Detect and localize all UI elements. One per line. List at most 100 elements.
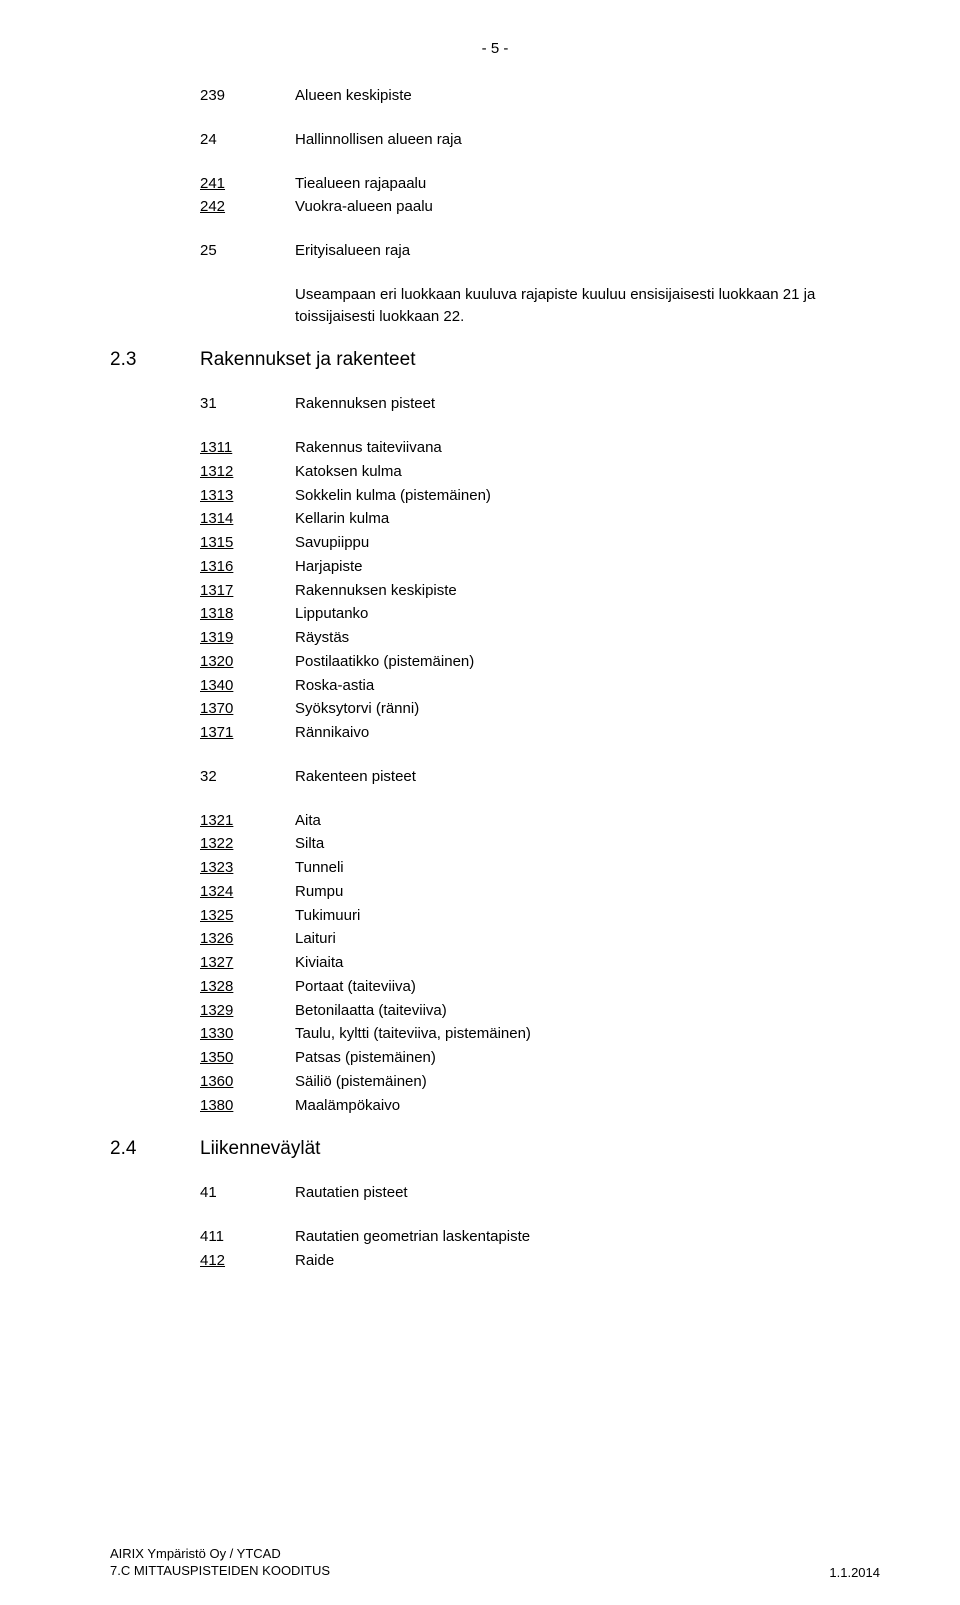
list-item: 1315Savupiippu bbox=[200, 532, 880, 554]
list-item: 1328Portaat (taiteviiva) bbox=[200, 976, 880, 998]
item-label: Rautatien geometrian laskentapiste bbox=[295, 1226, 530, 1248]
item-label: Savupiippu bbox=[295, 532, 369, 554]
list-item: 241Tiealueen rajapaalu bbox=[200, 173, 880, 195]
item-code: 1319 bbox=[200, 627, 295, 649]
list-item: 32 Rakenteen pisteet bbox=[200, 766, 880, 788]
paragraph-note: Useampaan eri luokkaan kuuluva rajapiste… bbox=[295, 284, 880, 328]
item-label: Harjapiste bbox=[295, 556, 363, 578]
list-item: 1326Laituri bbox=[200, 928, 880, 950]
list-item: 412Raide bbox=[200, 1250, 880, 1272]
section-2-4-heading: 2.4 Liikenneväylät bbox=[110, 1138, 880, 1160]
item-label: Kiviaita bbox=[295, 952, 343, 974]
item-label: Rännikaivo bbox=[295, 722, 369, 744]
item-code: 32 bbox=[200, 766, 295, 788]
item-code: 1317 bbox=[200, 580, 295, 602]
list-item: 1313Sokkelin kulma (pistemäinen) bbox=[200, 485, 880, 507]
list-32: 1321Aita1322Silta1323Tunneli1324Rumpu132… bbox=[110, 810, 880, 1117]
page-number: - 5 - bbox=[110, 40, 880, 57]
list-31: 1311Rakennus taiteviivana1312Katoksen ku… bbox=[110, 437, 880, 744]
page-footer: AIRIX Ympäristö Oy / YTCAD 7.C MITTAUSPI… bbox=[110, 1546, 880, 1580]
list-item: 1350Patsas (pistemäinen) bbox=[200, 1047, 880, 1069]
item-code: 1312 bbox=[200, 461, 295, 483]
document-page: - 5 - 239Alueen keskipiste 24Hallinnolli… bbox=[0, 0, 960, 1605]
footer-line-1: AIRIX Ympäristö Oy / YTCAD bbox=[110, 1546, 330, 1563]
item-code: 1330 bbox=[200, 1023, 295, 1045]
list-item: 1329Betonilaatta (taiteviiva) bbox=[200, 1000, 880, 1022]
list-item: 1320Postilaatikko (pistemäinen) bbox=[200, 651, 880, 673]
item-code: 1360 bbox=[200, 1071, 295, 1093]
item-label: Betonilaatta (taiteviiva) bbox=[295, 1000, 447, 1022]
item-code: 1318 bbox=[200, 603, 295, 625]
list-item: 411Rautatien geometrian laskentapiste bbox=[200, 1226, 880, 1248]
group-25: 25Erityisalueen raja bbox=[110, 240, 880, 262]
item-label: Kellarin kulma bbox=[295, 508, 389, 530]
list-item: 1330Taulu, kyltti (taiteviiva, pistemäin… bbox=[200, 1023, 880, 1045]
item-code: 1380 bbox=[200, 1095, 295, 1117]
item-label: Postilaatikko (pistemäinen) bbox=[295, 651, 474, 673]
section-title: Rakennukset ja rakenteet bbox=[200, 349, 415, 371]
item-code: 1340 bbox=[200, 675, 295, 697]
list-item: 1327Kiviaita bbox=[200, 952, 880, 974]
item-code: 1325 bbox=[200, 905, 295, 927]
item-label: Patsas (pistemäinen) bbox=[295, 1047, 436, 1069]
item-code: 1313 bbox=[200, 485, 295, 507]
item-code: 25 bbox=[200, 240, 295, 262]
item-label: Räystäs bbox=[295, 627, 349, 649]
item-label: Rakennuksen keskipiste bbox=[295, 580, 457, 602]
item-code: 242 bbox=[200, 196, 295, 218]
item-label: Rakennuksen pisteet bbox=[295, 393, 435, 415]
item-code: 1314 bbox=[200, 508, 295, 530]
subhead-31: 31 Rakennuksen pisteet bbox=[110, 393, 880, 415]
item-label: Sokkelin kulma (pistemäinen) bbox=[295, 485, 491, 507]
item-code: 1371 bbox=[200, 722, 295, 744]
group-239: 239Alueen keskipiste bbox=[110, 85, 880, 107]
list-item: 1325Tukimuuri bbox=[200, 905, 880, 927]
list-item: 1321Aita bbox=[200, 810, 880, 832]
list-item: 1311Rakennus taiteviivana bbox=[200, 437, 880, 459]
list-item: 1380Maalämpökaivo bbox=[200, 1095, 880, 1117]
item-label: Rakennus taiteviivana bbox=[295, 437, 442, 459]
item-label: Rakenteen pisteet bbox=[295, 766, 416, 788]
item-label: Katoksen kulma bbox=[295, 461, 402, 483]
item-code: 1326 bbox=[200, 928, 295, 950]
item-label: Lipputanko bbox=[295, 603, 368, 625]
item-code: 1311 bbox=[200, 437, 295, 459]
item-code: 411 bbox=[200, 1226, 295, 1248]
list-item: 1317Rakennuksen keskipiste bbox=[200, 580, 880, 602]
item-code: 1324 bbox=[200, 881, 295, 903]
item-label: Hallinnollisen alueen raja bbox=[295, 129, 462, 151]
item-code: 412 bbox=[200, 1250, 295, 1272]
list-item: 1324Rumpu bbox=[200, 881, 880, 903]
item-code: 1320 bbox=[200, 651, 295, 673]
item-label: Rautatien pisteet bbox=[295, 1182, 408, 1204]
list-item: 1312Katoksen kulma bbox=[200, 461, 880, 483]
list-item: 41 Rautatien pisteet bbox=[200, 1182, 880, 1204]
list-item: 25Erityisalueen raja bbox=[200, 240, 880, 262]
section-number: 2.4 bbox=[110, 1138, 200, 1160]
item-code: 241 bbox=[200, 173, 295, 195]
list-41: 411Rautatien geometrian laskentapiste412… bbox=[110, 1226, 880, 1272]
item-label: Aita bbox=[295, 810, 321, 832]
list-item: 242Vuokra-alueen paalu bbox=[200, 196, 880, 218]
item-label: Erityisalueen raja bbox=[295, 240, 410, 262]
item-code: 1316 bbox=[200, 556, 295, 578]
item-label: Rumpu bbox=[295, 881, 343, 903]
item-label: Alueen keskipiste bbox=[295, 85, 412, 107]
item-label: Vuokra-alueen paalu bbox=[295, 196, 433, 218]
item-label: Tiealueen rajapaalu bbox=[295, 173, 426, 195]
item-label: Laituri bbox=[295, 928, 336, 950]
item-code: 1322 bbox=[200, 833, 295, 855]
list-item: 1340Roska-astia bbox=[200, 675, 880, 697]
item-code: 1329 bbox=[200, 1000, 295, 1022]
list-item: 1314Kellarin kulma bbox=[200, 508, 880, 530]
item-code: 1328 bbox=[200, 976, 295, 998]
item-code: 1321 bbox=[200, 810, 295, 832]
item-label: Tunneli bbox=[295, 857, 344, 879]
item-code: 31 bbox=[200, 393, 295, 415]
item-label: Raide bbox=[295, 1250, 334, 1272]
list-item: 1371Rännikaivo bbox=[200, 722, 880, 744]
item-code: 24 bbox=[200, 129, 295, 151]
item-code: 239 bbox=[200, 85, 295, 107]
item-label: Taulu, kyltti (taiteviiva, pistemäinen) bbox=[295, 1023, 531, 1045]
footer-left: AIRIX Ympäristö Oy / YTCAD 7.C MITTAUSPI… bbox=[110, 1546, 330, 1580]
